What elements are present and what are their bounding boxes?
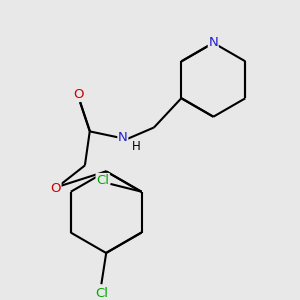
Text: N: N [208,36,218,49]
Text: Cl: Cl [96,173,109,187]
Text: O: O [73,88,83,101]
Text: Cl: Cl [95,287,108,300]
Text: O: O [50,182,61,195]
Text: H: H [132,140,141,154]
Text: N: N [118,131,128,144]
